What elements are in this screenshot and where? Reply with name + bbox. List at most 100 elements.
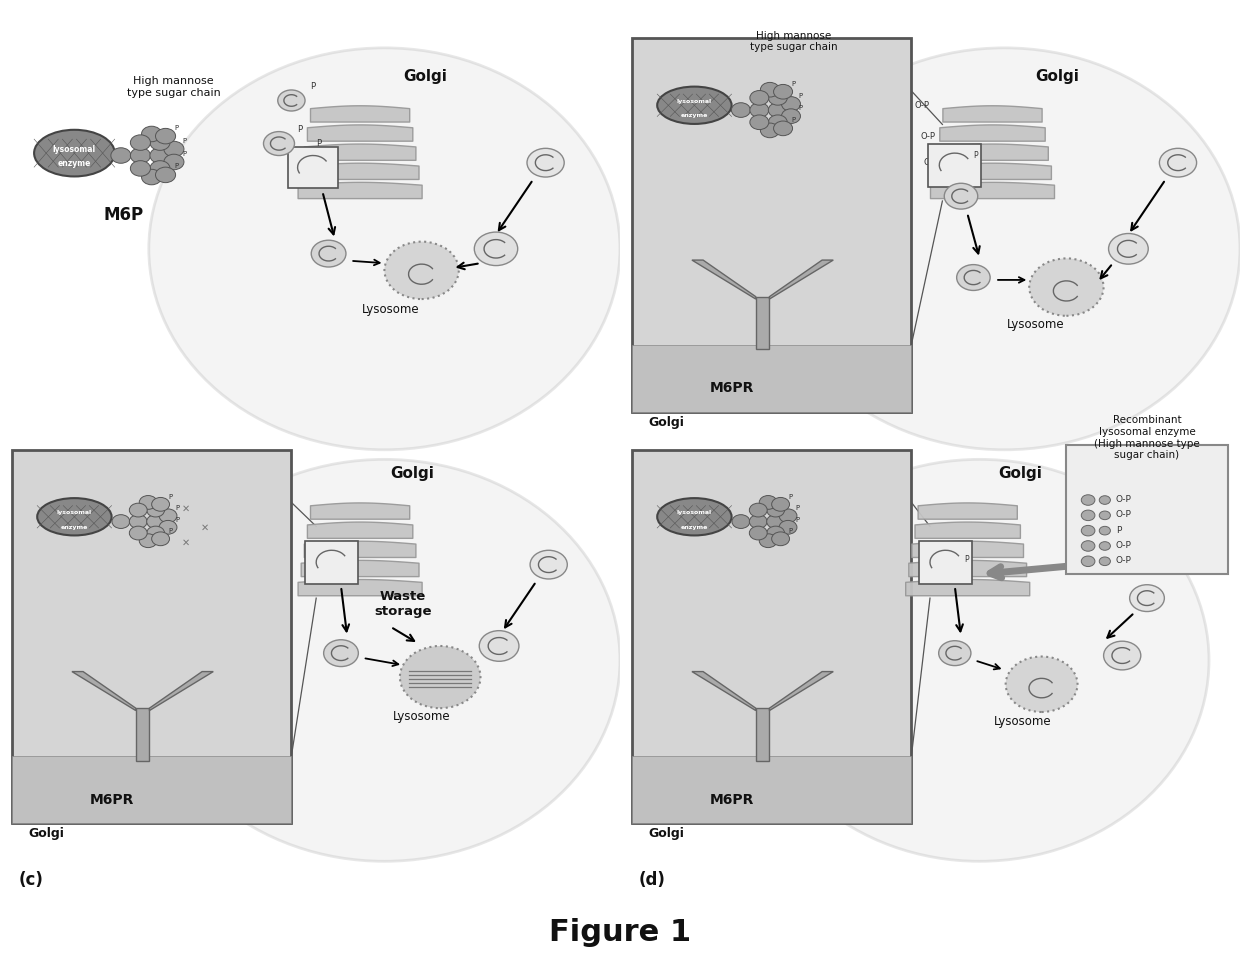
Text: O-P: O-P bbox=[915, 100, 930, 110]
Circle shape bbox=[1100, 557, 1111, 566]
Circle shape bbox=[1081, 556, 1095, 567]
Text: P: P bbox=[176, 505, 180, 511]
Circle shape bbox=[732, 102, 750, 118]
Text: M6PR: M6PR bbox=[89, 793, 134, 807]
Text: O-P: O-P bbox=[1116, 541, 1132, 550]
Bar bbox=[755, 708, 769, 761]
Polygon shape bbox=[149, 672, 213, 710]
Polygon shape bbox=[769, 260, 833, 299]
Text: (b): (b) bbox=[639, 459, 666, 478]
Circle shape bbox=[150, 161, 170, 176]
Circle shape bbox=[164, 142, 184, 157]
Bar bbox=[288, 147, 337, 188]
Circle shape bbox=[159, 509, 177, 523]
Circle shape bbox=[749, 503, 768, 517]
Circle shape bbox=[129, 515, 148, 528]
Text: Recombinant
lysosomal enzyme
(High mannose type
sugar chain): Recombinant lysosomal enzyme (High manno… bbox=[1094, 415, 1200, 460]
Text: M6P: M6P bbox=[104, 206, 144, 224]
Circle shape bbox=[1029, 258, 1104, 316]
Circle shape bbox=[1159, 148, 1197, 177]
Text: P: P bbox=[169, 528, 172, 534]
Circle shape bbox=[110, 147, 131, 164]
Circle shape bbox=[130, 161, 150, 176]
Circle shape bbox=[159, 521, 177, 534]
Text: P: P bbox=[176, 517, 180, 523]
Circle shape bbox=[474, 232, 518, 265]
Text: Golgi: Golgi bbox=[391, 466, 434, 481]
Text: P: P bbox=[310, 81, 315, 91]
Circle shape bbox=[1081, 525, 1095, 536]
Circle shape bbox=[324, 639, 358, 666]
Circle shape bbox=[151, 498, 170, 511]
Circle shape bbox=[527, 148, 564, 177]
Text: ✕: ✕ bbox=[201, 523, 208, 533]
Circle shape bbox=[1100, 511, 1111, 520]
Circle shape bbox=[263, 131, 295, 155]
Text: M6PR: M6PR bbox=[709, 382, 754, 395]
Circle shape bbox=[1100, 496, 1111, 504]
Bar bbox=[1066, 445, 1228, 574]
Text: P: P bbox=[973, 151, 978, 160]
Bar bbox=[136, 708, 150, 761]
Circle shape bbox=[130, 147, 150, 164]
Text: O-P: O-P bbox=[1116, 556, 1132, 566]
Text: P: P bbox=[182, 150, 186, 157]
Ellipse shape bbox=[657, 86, 732, 123]
Text: P: P bbox=[182, 138, 186, 144]
Text: P: P bbox=[174, 124, 179, 131]
Bar bbox=[632, 38, 911, 412]
Circle shape bbox=[164, 154, 184, 169]
Polygon shape bbox=[692, 260, 755, 299]
Text: Golgi: Golgi bbox=[1035, 69, 1079, 84]
Circle shape bbox=[146, 503, 165, 517]
Text: O-P: O-P bbox=[1116, 495, 1132, 504]
Text: ✕: ✕ bbox=[182, 538, 190, 547]
Circle shape bbox=[939, 641, 971, 665]
Circle shape bbox=[150, 135, 170, 150]
Circle shape bbox=[1104, 641, 1141, 670]
Text: O-P: O-P bbox=[920, 132, 936, 141]
Circle shape bbox=[278, 90, 305, 111]
Bar bbox=[632, 345, 911, 412]
Circle shape bbox=[779, 509, 797, 523]
Text: lysosomal: lysosomal bbox=[53, 145, 95, 154]
Text: lysosomal: lysosomal bbox=[677, 99, 712, 104]
Text: O-P: O-P bbox=[1116, 510, 1132, 520]
Bar bbox=[12, 756, 291, 823]
Circle shape bbox=[769, 102, 787, 118]
Ellipse shape bbox=[769, 48, 1240, 450]
Bar bbox=[305, 541, 358, 584]
Text: High mannose
type sugar chain: High mannose type sugar chain bbox=[126, 77, 221, 98]
Circle shape bbox=[480, 631, 520, 661]
Text: P: P bbox=[789, 528, 792, 534]
Text: High mannose
type sugar chain: High mannose type sugar chain bbox=[750, 31, 837, 53]
Bar bbox=[632, 756, 911, 823]
Circle shape bbox=[956, 264, 991, 290]
Text: P: P bbox=[799, 93, 804, 99]
Circle shape bbox=[529, 550, 567, 579]
Circle shape bbox=[1081, 541, 1095, 551]
Text: lysosomal: lysosomal bbox=[57, 510, 92, 516]
Circle shape bbox=[146, 515, 165, 528]
Text: P: P bbox=[174, 164, 179, 169]
Text: (a): (a) bbox=[19, 459, 45, 478]
Circle shape bbox=[1109, 234, 1148, 264]
Ellipse shape bbox=[37, 498, 112, 535]
Circle shape bbox=[750, 115, 769, 129]
Text: P: P bbox=[1116, 525, 1121, 535]
Bar bbox=[632, 450, 911, 823]
Circle shape bbox=[774, 84, 792, 100]
Text: Lysosome: Lysosome bbox=[362, 303, 419, 317]
Text: ✕: ✕ bbox=[182, 504, 190, 514]
Circle shape bbox=[151, 532, 170, 545]
Ellipse shape bbox=[750, 459, 1209, 861]
Circle shape bbox=[141, 169, 161, 185]
Text: P: P bbox=[298, 124, 303, 134]
Circle shape bbox=[774, 121, 792, 136]
Text: lysosomal: lysosomal bbox=[677, 510, 712, 516]
Text: Lysosome: Lysosome bbox=[1007, 318, 1064, 331]
Text: enzyme: enzyme bbox=[61, 524, 88, 530]
Circle shape bbox=[155, 167, 176, 183]
Circle shape bbox=[749, 515, 768, 528]
Circle shape bbox=[760, 82, 780, 97]
